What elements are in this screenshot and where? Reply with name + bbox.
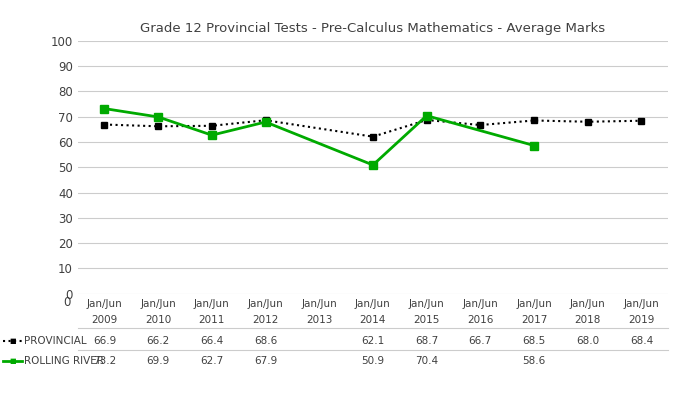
Text: 68.6: 68.6 xyxy=(254,336,277,346)
Text: 2011: 2011 xyxy=(198,315,225,325)
Text: 66.7: 66.7 xyxy=(468,336,492,346)
Text: Jan/Jun: Jan/Jun xyxy=(462,299,498,309)
Text: 2010: 2010 xyxy=(145,315,171,325)
Text: Jan/Jun: Jan/Jun xyxy=(516,299,552,309)
Text: 2017: 2017 xyxy=(521,315,547,325)
Text: 68.4: 68.4 xyxy=(630,336,653,346)
Text: 62.1: 62.1 xyxy=(361,336,385,346)
Text: 68.7: 68.7 xyxy=(415,336,438,346)
Text: Jan/Jun: Jan/Jun xyxy=(624,299,659,309)
Text: 66.2: 66.2 xyxy=(146,336,170,346)
Text: 66.9: 66.9 xyxy=(93,336,116,346)
Text: Jan/Jun: Jan/Jun xyxy=(355,299,391,309)
Text: Jan/Jun: Jan/Jun xyxy=(409,299,445,309)
Text: 68.0: 68.0 xyxy=(576,336,599,346)
Text: 2019: 2019 xyxy=(628,315,655,325)
Text: Jan/Jun: Jan/Jun xyxy=(86,299,122,309)
Title: Grade 12 Provincial Tests - Pre-Calculus Mathematics - Average Marks: Grade 12 Provincial Tests - Pre-Calculus… xyxy=(140,22,605,35)
Text: 69.9: 69.9 xyxy=(146,356,170,366)
Text: 2013: 2013 xyxy=(306,315,332,325)
Text: Jan/Jun: Jan/Jun xyxy=(570,299,605,309)
Text: 2015: 2015 xyxy=(414,315,440,325)
Text: 2014: 2014 xyxy=(360,315,386,325)
Text: 2009: 2009 xyxy=(91,315,117,325)
Text: 73.2: 73.2 xyxy=(93,356,116,366)
Text: Jan/Jun: Jan/Jun xyxy=(248,299,284,309)
Text: 58.6: 58.6 xyxy=(522,356,545,366)
Text: 0: 0 xyxy=(63,296,71,309)
Text: Jan/Jun: Jan/Jun xyxy=(140,299,176,309)
Text: ■: ■ xyxy=(9,358,16,364)
Text: Jan/Jun: Jan/Jun xyxy=(301,299,337,309)
Text: 50.9: 50.9 xyxy=(361,356,385,366)
Text: 2018: 2018 xyxy=(574,315,601,325)
Text: ■: ■ xyxy=(9,338,16,344)
Text: 66.4: 66.4 xyxy=(200,336,223,346)
Text: Jan/Jun: Jan/Jun xyxy=(194,299,230,309)
Text: 2012: 2012 xyxy=(252,315,279,325)
Text: 68.5: 68.5 xyxy=(522,336,545,346)
Text: 70.4: 70.4 xyxy=(415,356,438,366)
Text: ROLLING RIVER: ROLLING RIVER xyxy=(24,356,103,366)
Text: 67.9: 67.9 xyxy=(254,356,277,366)
Text: 62.7: 62.7 xyxy=(200,356,223,366)
Text: PROVINCIAL: PROVINCIAL xyxy=(24,336,86,346)
Text: 2016: 2016 xyxy=(467,315,493,325)
